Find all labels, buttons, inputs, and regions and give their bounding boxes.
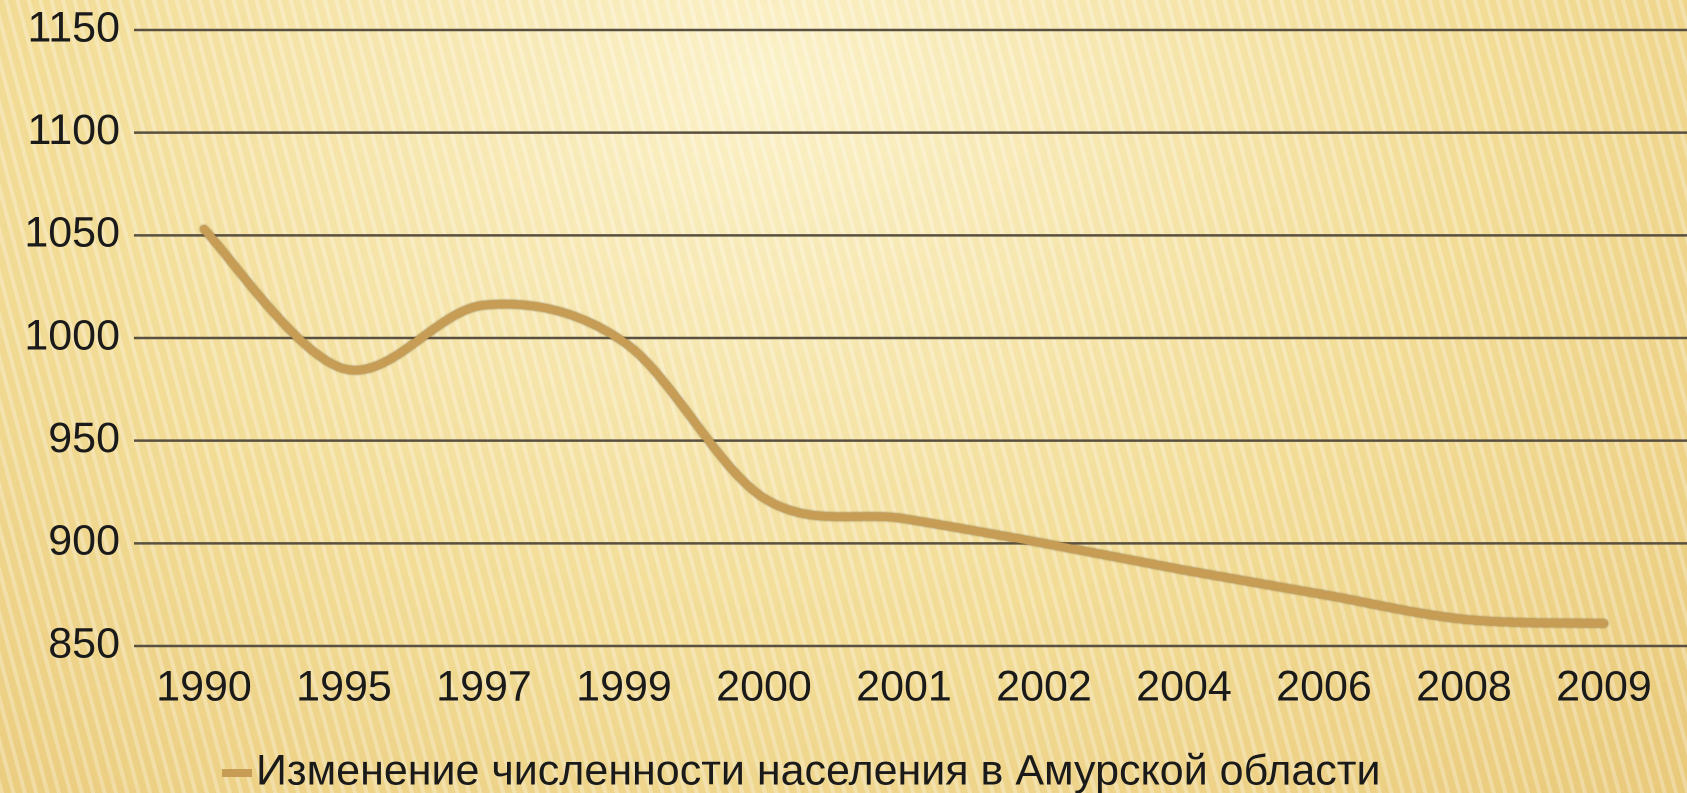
- y-tick-label: 950: [48, 414, 120, 462]
- y-tick-label: 1100: [28, 106, 120, 154]
- x-tick-label: 2006: [1276, 662, 1372, 710]
- x-tick-label: 2001: [856, 662, 952, 710]
- x-tick-label: 1997: [436, 662, 532, 710]
- y-tick-label: 900: [48, 517, 120, 565]
- x-tick-label: 2009: [1556, 662, 1652, 710]
- x-tick-label: 2008: [1416, 662, 1512, 710]
- x-tick-label: 2004: [1136, 662, 1232, 710]
- line: [200, 225, 1608, 628]
- x-tick-label: 2002: [996, 662, 1092, 710]
- y-tick-label: 1150: [28, 3, 120, 51]
- x-tick-label: 1999: [576, 662, 672, 710]
- x-tick-label: 2000: [716, 662, 812, 710]
- y-tick-label: 1000: [24, 311, 120, 359]
- legend-label: Изменение численности населения в Амурск…: [256, 746, 1381, 793]
- x-tick-label: 1995: [296, 662, 392, 710]
- y-tick-label: 1050: [24, 209, 120, 257]
- y-tick-label: 850: [48, 619, 120, 667]
- x-tick-label: 1990: [156, 662, 252, 710]
